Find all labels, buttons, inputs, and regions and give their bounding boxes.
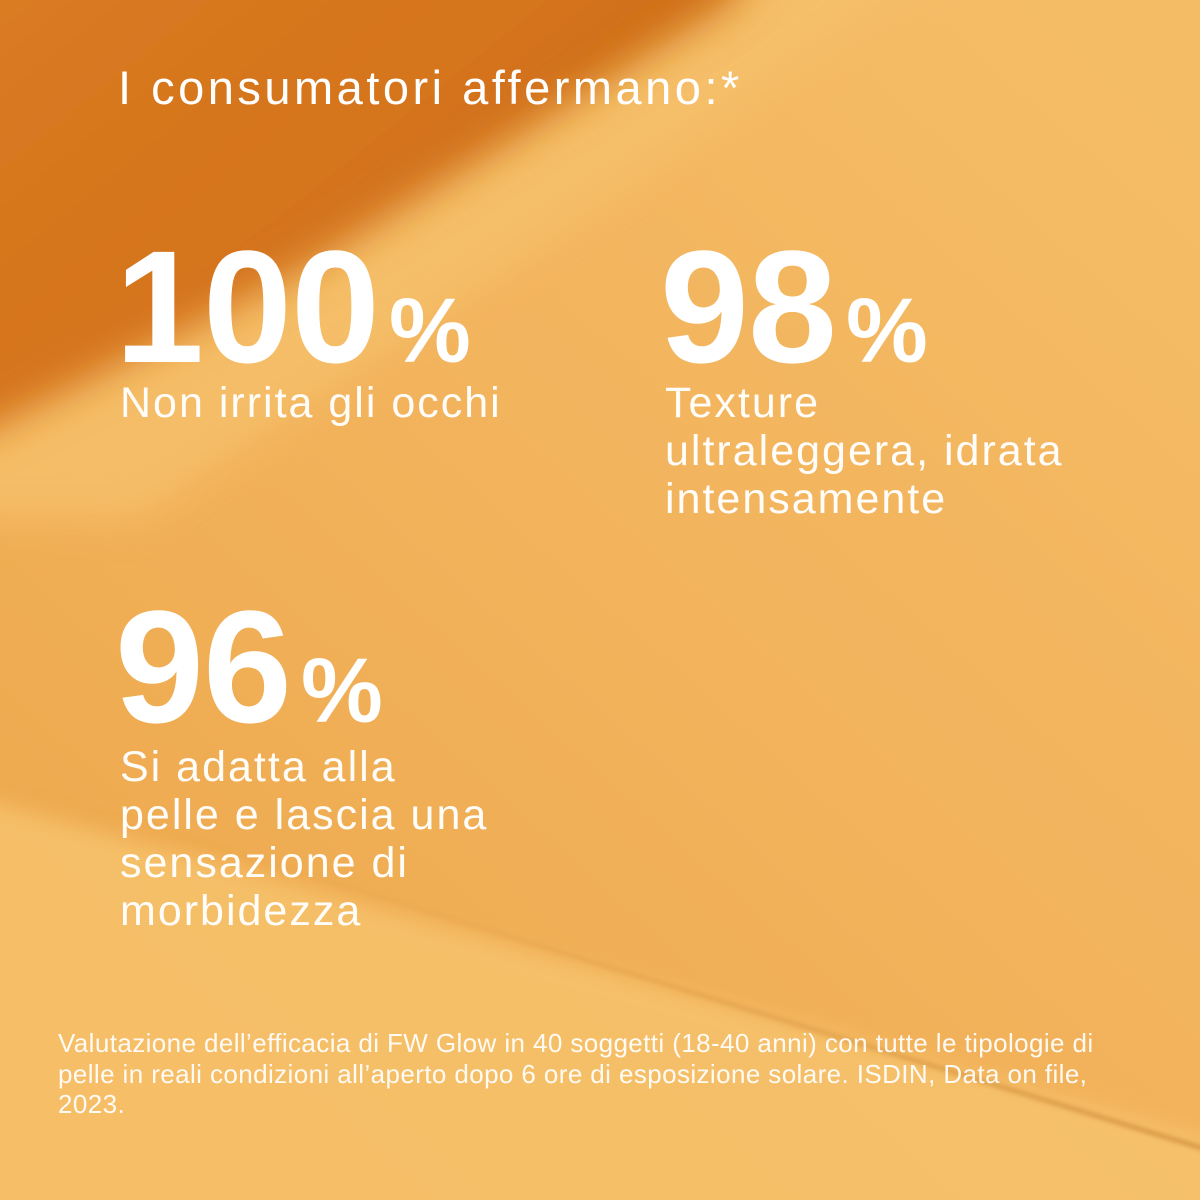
footnote-line: Valutazione dell’efficacia di FW Glow in… xyxy=(58,1028,1094,1058)
percent-sign: % xyxy=(845,280,928,382)
background-highlight-band xyxy=(0,0,894,520)
stat-block-texture: 98% Texture ultraleggera, idrata intensa… xyxy=(660,227,1062,524)
stat-caption: Texture ultraleggera, idrata intensament… xyxy=(665,379,1064,523)
stat-caption-line: pelle e lascia una xyxy=(120,791,489,839)
stat-value-row: 98% xyxy=(660,227,928,387)
footnote-line: 2023. xyxy=(58,1089,126,1119)
stat-block-eyes: 100% Non irrita gli occhi xyxy=(115,227,500,428)
background-crease-line xyxy=(0,779,1200,1150)
stat-caption-line: Texture xyxy=(665,379,821,427)
stat-caption-line: Non irrita gli occhi xyxy=(120,379,502,427)
stat-caption-line: sensazione di xyxy=(120,839,409,887)
stat-caption-line: Si adatta alla xyxy=(120,743,397,791)
stat-caption: Si adatta alla pelle e lascia una sensaz… xyxy=(120,743,488,935)
stat-caption: Non irrita gli occhi xyxy=(120,379,502,427)
footnote-line: pelle in reali condizioni all’aperto dop… xyxy=(58,1058,1088,1089)
stat-caption-line: intensamente xyxy=(665,475,948,523)
stat-caption-line: morbidezza xyxy=(120,887,363,935)
stat-caption-line: ultraleggera, idrata xyxy=(665,427,1064,475)
footnote: Valutazione dell’efficacia di FW Glow in… xyxy=(58,1028,1094,1120)
stat-value: 96 xyxy=(115,577,292,756)
percent-sign: % xyxy=(388,280,471,382)
page-title: I consumatori affermano:* xyxy=(118,61,743,114)
background-fold-light-region xyxy=(0,804,1200,1200)
stat-value: 100 xyxy=(115,217,380,396)
stat-value-row: 96% xyxy=(115,587,383,747)
percent-sign: % xyxy=(300,640,383,742)
background-dark-shadow xyxy=(0,0,735,425)
stat-value-row: 100% xyxy=(115,227,471,387)
stat-block-skin: 96% Si adatta alla pelle e lascia una se… xyxy=(115,587,486,936)
stat-value: 98 xyxy=(660,217,837,396)
